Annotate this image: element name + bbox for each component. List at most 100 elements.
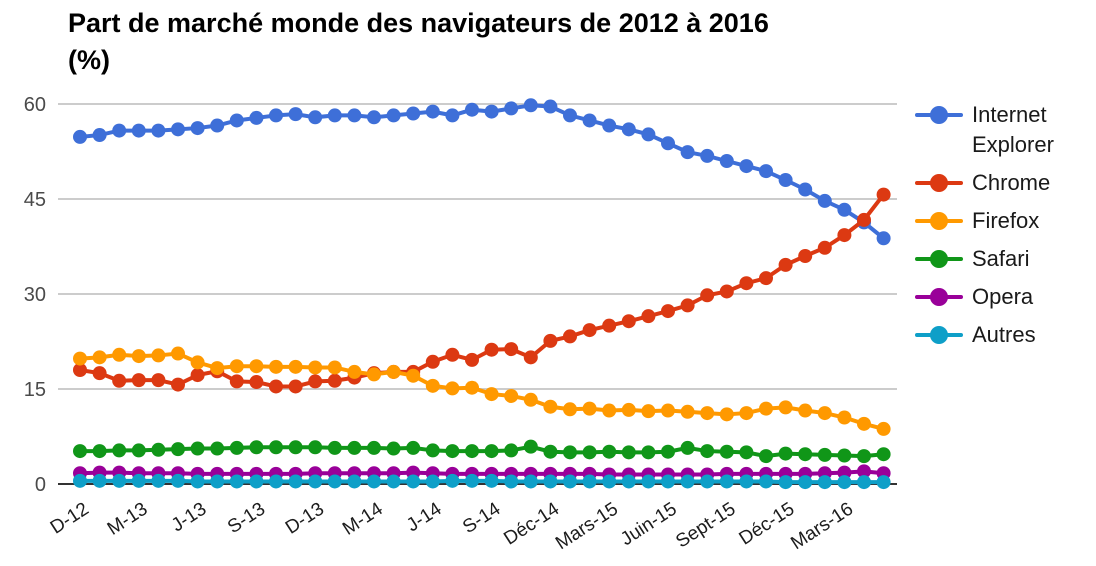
data-point-safari (465, 444, 479, 459)
data-point-safari (798, 447, 813, 462)
data-point-firefox (484, 387, 499, 402)
legend-label: Autres (972, 322, 1036, 347)
data-point-firefox (151, 348, 166, 363)
data-point-chrome (288, 379, 303, 394)
data-point-autres (347, 474, 362, 489)
data-point-safari (817, 447, 832, 462)
x-axis-label: S-14 (459, 498, 504, 538)
data-point-autres (249, 474, 264, 489)
data-point-chrome (739, 276, 754, 291)
data-point-chrome (92, 366, 107, 381)
data-point-safari (249, 440, 264, 455)
data-point-safari (602, 444, 617, 459)
data-point-internet-explorer (210, 118, 225, 133)
data-point-internet-explorer (190, 121, 205, 136)
data-point-chrome (229, 374, 244, 389)
chart-title-line2: (%) (68, 45, 110, 75)
data-point-internet-explorer (759, 164, 773, 179)
data-point-safari (73, 444, 87, 459)
x-axis-label: S-13 (224, 499, 269, 538)
data-point-autres (92, 473, 107, 488)
legend-line-dot-icon (915, 168, 963, 198)
data-point-autres (621, 474, 636, 489)
data-point-chrome (73, 363, 87, 377)
data-point-autres (798, 475, 813, 490)
data-point-safari (327, 440, 342, 455)
legend-label: Firefox (972, 208, 1040, 233)
data-point-chrome (523, 350, 538, 365)
x-axis-label: J-13 (168, 499, 210, 537)
data-point-chrome (465, 352, 479, 367)
data-point-autres (386, 474, 401, 489)
data-point-firefox (190, 355, 205, 370)
legend-label: Chrome (972, 170, 1051, 195)
data-point-firefox (445, 381, 460, 396)
data-point-chrome (680, 298, 695, 313)
data-point-autres (269, 474, 283, 489)
data-point-autres (837, 475, 852, 490)
data-point-safari (386, 441, 401, 456)
data-point-safari (151, 442, 166, 457)
data-point-firefox (92, 350, 107, 365)
data-point-internet-explorer (151, 123, 166, 138)
data-point-firefox (719, 407, 734, 422)
data-point-internet-explorer (739, 159, 754, 174)
data-point-safari (700, 444, 715, 459)
data-point-chrome (700, 288, 715, 303)
data-point-firefox (367, 367, 381, 382)
x-axis-label: Mars-16 (787, 499, 857, 555)
data-point-safari (837, 448, 852, 463)
data-point-firefox (621, 402, 636, 417)
data-point-chrome (425, 354, 440, 369)
data-point-safari (543, 444, 558, 459)
data-point-autres (465, 473, 479, 488)
y-axis-label: 60 (24, 94, 46, 116)
data-point-safari (367, 440, 381, 455)
data-point-internet-explorer (92, 128, 107, 143)
data-point-autres (171, 473, 185, 488)
data-point-firefox (857, 416, 871, 431)
data-point-safari (857, 449, 871, 464)
data-point-autres (661, 474, 675, 489)
y-axis-label: 0 (35, 474, 46, 496)
y-axis-label: 30 (24, 284, 46, 306)
data-point-autres (817, 475, 832, 490)
data-point-chrome (445, 347, 460, 362)
data-point-autres (759, 474, 773, 489)
data-point-autres (563, 474, 577, 489)
data-point-chrome (190, 368, 205, 383)
x-axis-label: Sept-15 (672, 499, 739, 553)
data-point-chrome (171, 377, 185, 392)
data-point-internet-explorer (582, 113, 597, 128)
data-point-internet-explorer (778, 173, 793, 187)
legend-item-firefox: Firefox (915, 206, 1093, 236)
data-point-internet-explorer (641, 127, 656, 142)
data-point-safari (445, 444, 460, 459)
data-point-safari (425, 443, 440, 458)
data-point-firefox (523, 392, 538, 407)
data-point-firefox (425, 378, 440, 393)
data-point-internet-explorer (680, 145, 695, 160)
legend-line-dot-icon (915, 244, 963, 274)
data-point-firefox (778, 400, 793, 415)
data-point-autres (484, 473, 499, 488)
data-point-internet-explorer (563, 108, 577, 123)
data-point-chrome (308, 374, 323, 389)
data-point-autres (680, 474, 695, 489)
data-point-safari (171, 442, 185, 457)
data-point-firefox (602, 403, 617, 418)
data-point-safari (288, 440, 303, 455)
data-point-internet-explorer (229, 113, 244, 128)
data-point-safari (308, 440, 323, 455)
data-point-safari (759, 449, 773, 464)
data-point-chrome (798, 249, 813, 263)
data-point-firefox (327, 360, 342, 375)
data-point-chrome (759, 271, 773, 286)
x-axis-label: J-14 (403, 498, 446, 536)
data-point-internet-explorer (798, 182, 813, 197)
y-axis-label: 15 (24, 379, 46, 401)
data-point-firefox (817, 406, 832, 421)
legend-item-opera: Opera (915, 282, 1093, 312)
data-point-autres (406, 474, 421, 489)
